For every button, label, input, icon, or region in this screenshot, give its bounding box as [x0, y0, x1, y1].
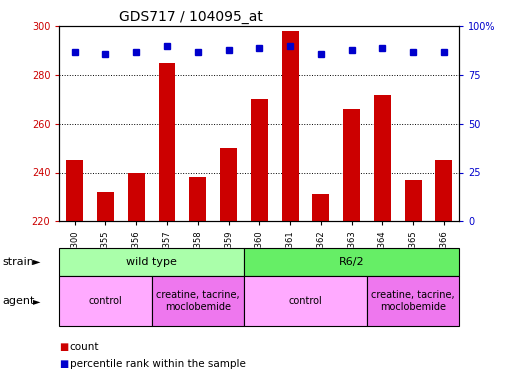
- Bar: [220, 148, 237, 221]
- Bar: [244, 248, 459, 276]
- Bar: [244, 276, 367, 326]
- Bar: [343, 109, 360, 221]
- Text: count: count: [70, 342, 99, 352]
- Bar: [251, 99, 268, 221]
- Bar: [66, 160, 83, 221]
- Text: ■: ■: [59, 342, 69, 352]
- Bar: [158, 63, 175, 221]
- Bar: [152, 276, 244, 326]
- Bar: [436, 160, 453, 221]
- Bar: [312, 194, 329, 221]
- Text: percentile rank within the sample: percentile rank within the sample: [70, 359, 246, 369]
- Text: R6/2: R6/2: [339, 256, 364, 267]
- Text: ►: ►: [34, 256, 41, 267]
- Text: ■: ■: [59, 359, 69, 369]
- Text: GDS717 / 104095_at: GDS717 / 104095_at: [119, 10, 263, 24]
- Bar: [59, 248, 244, 276]
- Bar: [59, 276, 152, 326]
- Text: creatine, tacrine,
moclobemide: creatine, tacrine, moclobemide: [372, 290, 455, 312]
- Text: ►: ►: [34, 296, 41, 306]
- Bar: [367, 276, 459, 326]
- Text: control: control: [89, 296, 122, 306]
- Text: wild type: wild type: [126, 256, 177, 267]
- Bar: [282, 31, 299, 221]
- Bar: [97, 192, 114, 221]
- Bar: [374, 94, 391, 221]
- Bar: [405, 180, 422, 221]
- Text: control: control: [288, 296, 322, 306]
- Bar: [189, 177, 206, 221]
- Text: strain: strain: [3, 256, 35, 267]
- Text: agent: agent: [3, 296, 35, 306]
- Bar: [128, 172, 144, 221]
- Text: creatine, tacrine,
moclobemide: creatine, tacrine, moclobemide: [156, 290, 239, 312]
